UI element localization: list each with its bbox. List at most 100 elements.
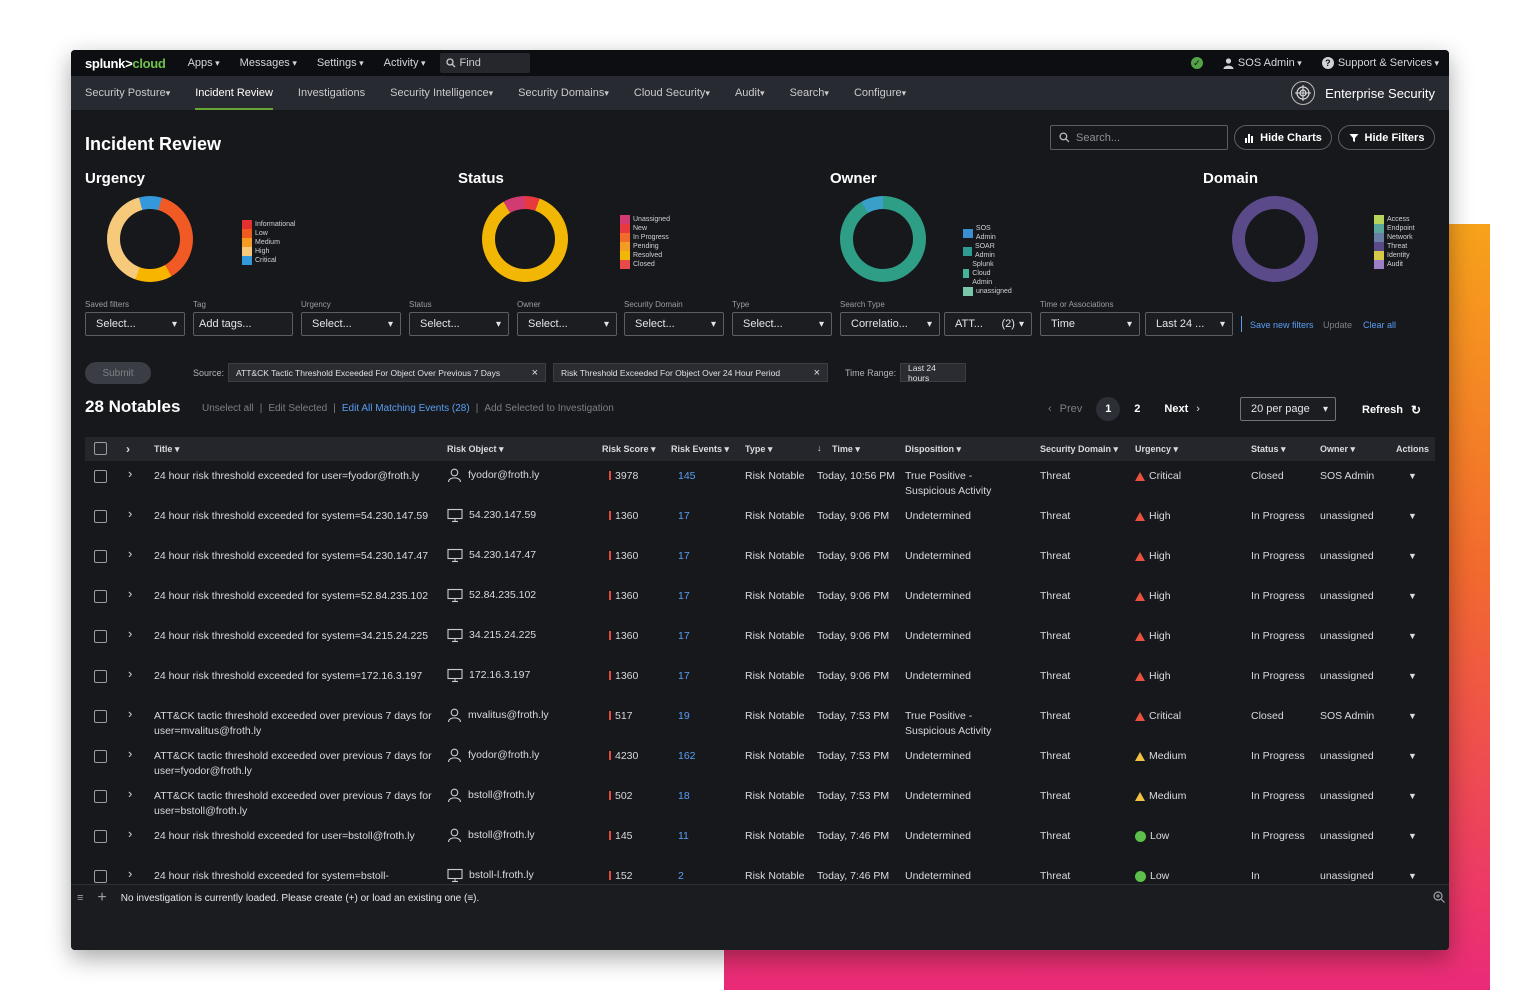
table-row[interactable]: › ATT&CK tactic threshold exceeded over p…: [85, 701, 1435, 741]
owner-donut[interactable]: [840, 196, 926, 282]
risk-object[interactable]: fyodor@froth.ly: [447, 468, 539, 483]
status-select[interactable]: Select...: [409, 312, 509, 336]
col-title[interactable]: Title: [154, 444, 179, 455]
prev-button[interactable]: Prev: [1059, 403, 1083, 415]
remove-tag-icon[interactable]: ×: [813, 366, 820, 379]
chevron-right-icon[interactable]: ›: [128, 746, 133, 761]
menu-icon[interactable]: ≡: [77, 892, 84, 904]
col-security-domain[interactable]: Security Domain: [1040, 444, 1118, 455]
search-type-select[interactable]: Correlatio...: [840, 312, 940, 336]
row-checkbox[interactable]: [94, 590, 107, 603]
row-checkbox[interactable]: [94, 870, 107, 883]
risk-object[interactable]: 34.215.24.225: [447, 628, 536, 643]
legend-item[interactable]: Splunk Cloud Admin: [963, 260, 1012, 287]
row-checkbox[interactable]: [94, 670, 107, 683]
chevron-right-icon[interactable]: ›: [128, 826, 133, 841]
table-row[interactable]: › 24 hour risk threshold exceeded for sys…: [85, 621, 1435, 661]
support-menu[interactable]: ? Support & Services: [1321, 57, 1439, 69]
clear-all-link[interactable]: Clear all: [1363, 320, 1397, 330]
risk-object[interactable]: 54.230.147.59: [447, 508, 536, 523]
risk-events-link[interactable]: 11: [678, 830, 689, 842]
legend-item[interactable]: Pending: [620, 242, 670, 251]
urgency-donut[interactable]: [107, 196, 193, 282]
time-range-select[interactable]: Last 24 ...: [1145, 312, 1233, 336]
legend-item[interactable]: Low: [242, 229, 295, 238]
row-checkbox[interactable]: [94, 710, 107, 723]
col-time[interactable]: Time: [832, 444, 860, 455]
add-to-investigation-link[interactable]: Add Selected to Investigation: [484, 403, 614, 414]
tab-security-domains[interactable]: Security Domains: [518, 76, 609, 110]
top-nav-apps[interactable]: Apps: [188, 57, 220, 69]
remove-tag-icon[interactable]: ×: [531, 366, 538, 379]
risk-object[interactable]: 54.230.147.47: [447, 548, 536, 563]
owner-select[interactable]: Select...: [517, 312, 617, 336]
page-2-button[interactable]: 2: [1134, 403, 1141, 415]
risk-events-link[interactable]: 17: [678, 510, 690, 522]
table-row[interactable]: › 24 hour risk threshold exceeded for sys…: [85, 541, 1435, 581]
legend-item[interactable]: In Progress: [620, 233, 670, 242]
row-actions-dropdown-icon[interactable]: ▼: [1408, 631, 1417, 641]
table-row[interactable]: › ATT&CK tactic threshold exceeded over p…: [85, 781, 1435, 821]
row-actions-dropdown-icon[interactable]: ▼: [1408, 671, 1417, 681]
next-button[interactable]: Next: [1164, 403, 1189, 415]
risk-events-link[interactable]: 19: [678, 710, 690, 722]
legend-item[interactable]: unassigned: [963, 287, 1012, 296]
risk-object[interactable]: bstoll@froth.ly: [447, 828, 535, 843]
page-1-button[interactable]: 1: [1096, 397, 1121, 421]
edit-selected-link[interactable]: Edit Selected: [268, 403, 328, 414]
edit-all-matching-link[interactable]: Edit All Matching Events (28): [341, 403, 470, 414]
tab-configure[interactable]: Configure: [854, 76, 906, 110]
risk-events-link[interactable]: 18: [678, 790, 690, 802]
table-row[interactable]: › 24 hour risk threshold exceeded for sys…: [85, 661, 1435, 701]
chevron-right-icon[interactable]: ›: [128, 866, 133, 881]
risk-events-link[interactable]: 162: [678, 750, 696, 762]
legend-item[interactable]: Resolved: [620, 251, 670, 260]
row-checkbox[interactable]: [94, 550, 107, 563]
row-actions-dropdown-icon[interactable]: ▼: [1408, 871, 1417, 881]
risk-object[interactable]: bstoll@froth.ly: [447, 788, 535, 803]
tab-cloud-security[interactable]: Cloud Security: [634, 76, 710, 110]
legend-item[interactable]: SOS Admin: [963, 224, 1012, 242]
refresh-button[interactable]: Refresh ↻: [1362, 403, 1421, 417]
table-row[interactable]: › 24 hour risk threshold exceeded for use…: [85, 821, 1435, 861]
chevron-right-icon[interactable]: ›: [128, 626, 133, 641]
add-investigation-icon[interactable]: +: [97, 889, 107, 906]
risk-events-link[interactable]: 17: [678, 670, 690, 682]
risk-object[interactable]: fyodor@froth.ly: [447, 748, 539, 763]
chevron-right-icon[interactable]: ›: [128, 786, 133, 801]
legend-item[interactable]: Unassigned: [620, 215, 670, 224]
time-mode-select[interactable]: Time: [1040, 312, 1140, 336]
row-actions-dropdown-icon[interactable]: ▼: [1408, 511, 1417, 521]
col-type[interactable]: Type: [745, 444, 772, 455]
search-type-multi-select[interactable]: ATT... (2): [944, 312, 1032, 336]
tab-audit[interactable]: Audit: [735, 76, 765, 110]
save-new-filters-link[interactable]: Save new filters: [1250, 320, 1314, 330]
security-domain-select[interactable]: Select...: [624, 312, 724, 336]
col-urgency[interactable]: Urgency: [1135, 444, 1178, 455]
col-disposition[interactable]: Disposition: [905, 444, 961, 455]
search-input[interactable]: Search...: [1050, 125, 1228, 150]
row-actions-dropdown-icon[interactable]: ▼: [1408, 591, 1417, 601]
risk-events-link[interactable]: 17: [678, 590, 690, 602]
row-checkbox[interactable]: [94, 630, 107, 643]
risk-object[interactable]: 52.84.235.102: [447, 588, 536, 603]
legend-item[interactable]: Closed: [620, 260, 670, 269]
row-checkbox[interactable]: [94, 510, 107, 523]
chevron-right-icon[interactable]: ›: [128, 466, 133, 481]
expand-all-icon[interactable]: ›: [126, 442, 130, 456]
row-checkbox[interactable]: [94, 750, 107, 763]
chevron-right-icon[interactable]: ›: [128, 666, 133, 681]
risk-object[interactable]: mvalitus@froth.ly: [447, 708, 549, 723]
legend-item[interactable]: Audit: [1374, 260, 1415, 269]
user-menu[interactable]: SOS Admin: [1223, 57, 1302, 69]
risk-events-link[interactable]: 17: [678, 550, 690, 562]
risk-events-link[interactable]: 145: [678, 470, 696, 482]
col-risk-object[interactable]: Risk Object: [447, 444, 504, 455]
table-row[interactable]: › ATT&CK tactic threshold exceeded over p…: [85, 741, 1435, 781]
table-row[interactable]: › 24 hour risk threshold exceeded for use…: [85, 461, 1435, 501]
top-nav-messages[interactable]: Messages: [240, 57, 297, 69]
risk-object[interactable]: bstoll-l.froth.ly: [447, 868, 534, 883]
find-input[interactable]: Find: [439, 53, 530, 73]
table-row[interactable]: › 24 hour risk threshold exceeded for sys…: [85, 581, 1435, 621]
hide-filters-button[interactable]: Hide Filters: [1338, 125, 1435, 150]
